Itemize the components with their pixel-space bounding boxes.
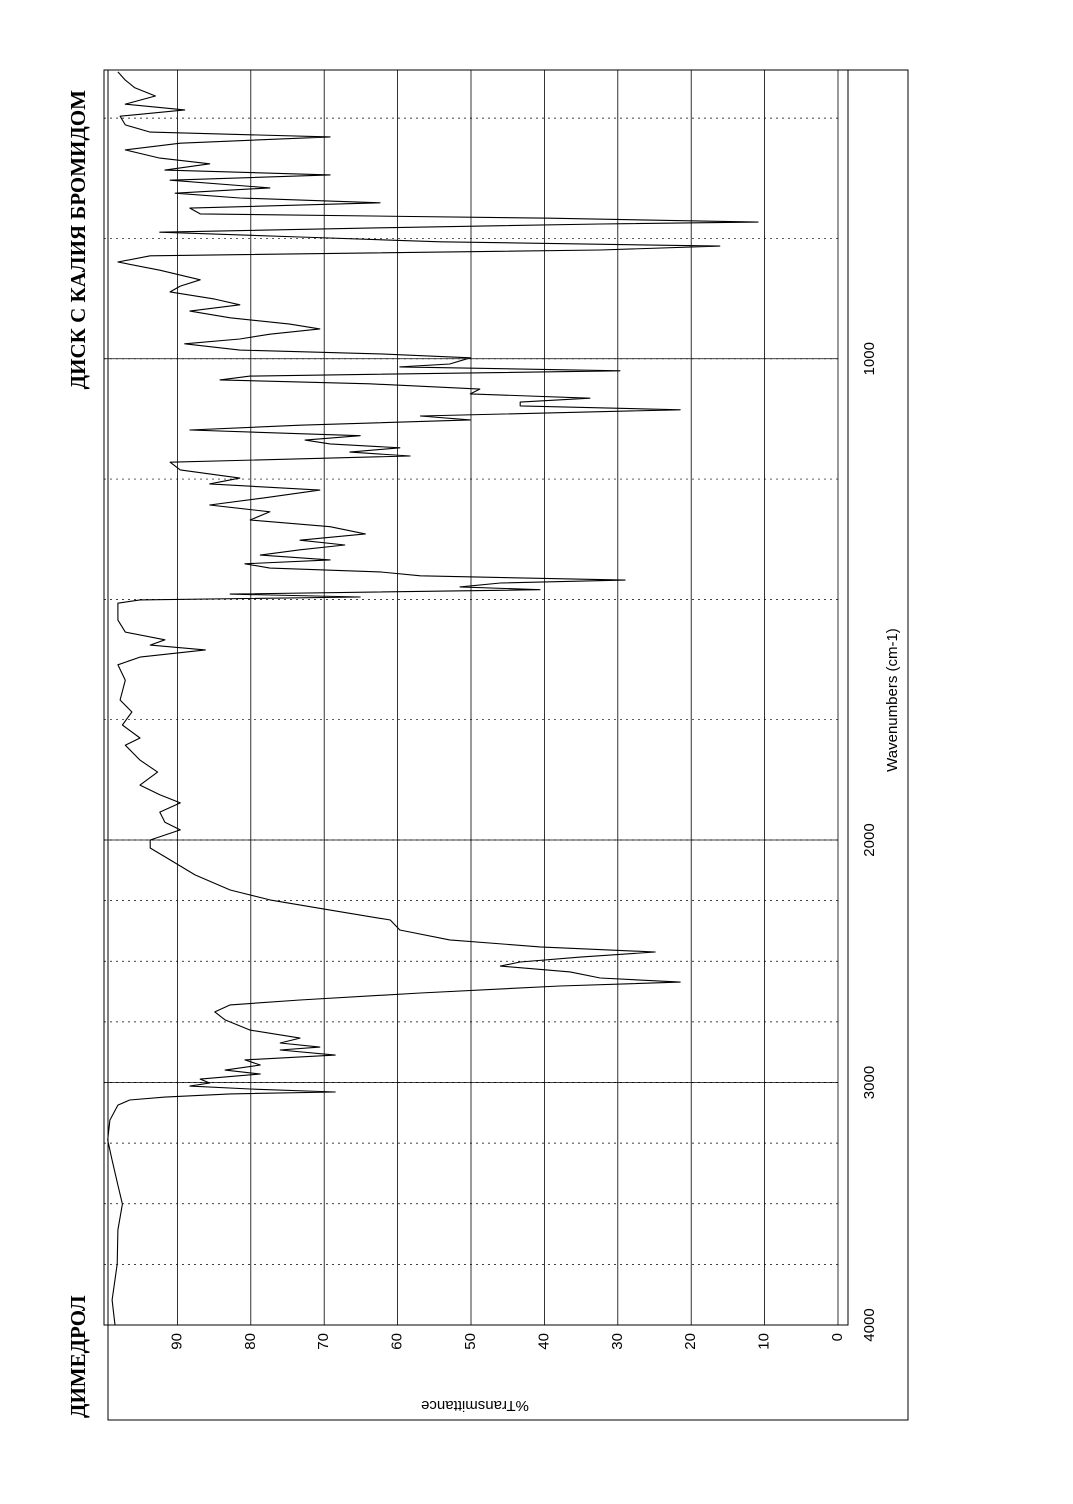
y-tick-label: 80 bbox=[242, 1333, 259, 1350]
y-tick-label: 40 bbox=[535, 1333, 552, 1350]
x-axis-label: Wavenumbers (cm-1) bbox=[884, 628, 901, 772]
spectrum-line bbox=[107, 71, 759, 1326]
chart-subtitle: ДИСК С КАЛИЯ БРОМИДОМ bbox=[66, 90, 90, 389]
y-tick-label: 50 bbox=[462, 1333, 479, 1350]
y-tick-label: 70 bbox=[315, 1333, 332, 1350]
y-tick-label: 30 bbox=[609, 1333, 626, 1350]
rotated-plot: ДИМЕДРОЛ ДИСК С КАЛИЯ БРОМИДОМ Wavenumbe… bbox=[66, 69, 909, 1421]
y-axis-label: %Transmittance bbox=[421, 1397, 529, 1414]
y-tick-label: 10 bbox=[756, 1333, 773, 1350]
y-tick-label: 90 bbox=[168, 1333, 185, 1350]
y-tick-label: 60 bbox=[389, 1333, 406, 1350]
plot-frame bbox=[103, 69, 849, 1326]
x-tick-label: 1000 bbox=[861, 342, 878, 375]
x-tick-label: 2000 bbox=[861, 823, 878, 856]
x-tick-label: 4000 bbox=[861, 1308, 878, 1341]
y-tick-label: 0 bbox=[829, 1333, 846, 1341]
outer-frame bbox=[107, 69, 909, 1421]
x-tick-label: 3000 bbox=[861, 1066, 878, 1099]
chart-title: ДИМЕДРОЛ bbox=[66, 1295, 90, 1418]
y-tick-label: 20 bbox=[682, 1333, 699, 1350]
